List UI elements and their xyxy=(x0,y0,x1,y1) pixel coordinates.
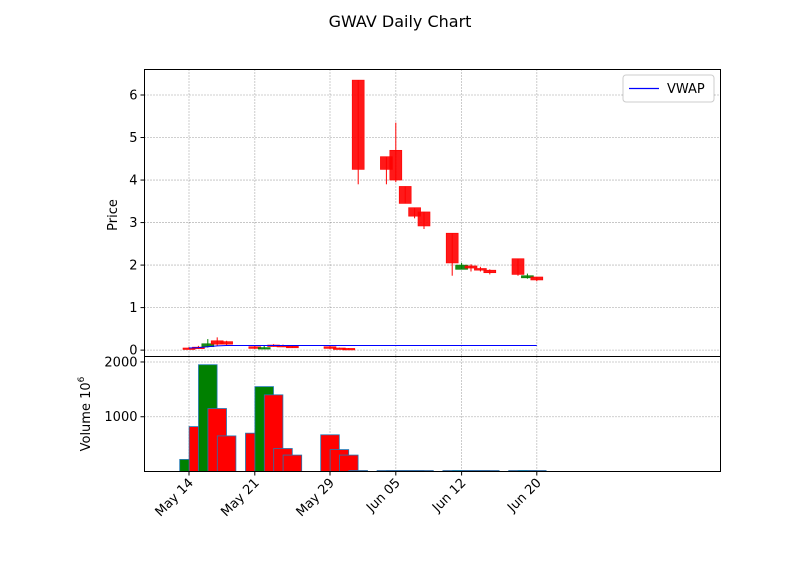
candle xyxy=(464,264,478,272)
candle xyxy=(323,345,337,350)
candle xyxy=(398,186,412,204)
candle-body xyxy=(323,346,337,349)
candle-body xyxy=(464,265,478,269)
candle-body xyxy=(398,186,412,204)
legend-vwap-label: VWAP xyxy=(667,82,705,97)
vwap-polyline xyxy=(188,344,537,349)
x-tick-label: Jun 12 xyxy=(429,476,469,516)
volume-y-ticks: 1000 2000 xyxy=(104,355,145,425)
candle-body xyxy=(286,345,299,349)
volume-bar xyxy=(339,454,359,472)
candle-body xyxy=(257,347,271,350)
volume-y-tick-label: 1000 xyxy=(104,410,137,425)
candle xyxy=(483,269,497,275)
price-y-tick-label: 5 xyxy=(129,131,137,146)
candle xyxy=(530,276,544,282)
candle-body xyxy=(445,232,459,264)
candle-body xyxy=(351,79,365,170)
legend: VWAP xyxy=(622,74,715,103)
price-y-tick-label: 6 xyxy=(129,89,137,104)
candle xyxy=(389,122,403,183)
candle-body xyxy=(417,211,431,227)
candle xyxy=(351,79,365,185)
price-y-tick-label: 1 xyxy=(129,301,137,316)
candle-body xyxy=(342,348,356,351)
candle-body xyxy=(530,276,544,281)
volume-axis-label-base: 10 xyxy=(79,382,94,399)
price-y-tick-label: 4 xyxy=(129,174,137,189)
candle xyxy=(342,347,356,351)
candle-body xyxy=(389,149,403,181)
price-y-tick-label: 0 xyxy=(129,344,137,359)
candle xyxy=(286,345,299,349)
x-tick-label: Jun 05 xyxy=(363,476,403,516)
volume-y-tick-label: 2000 xyxy=(104,355,137,370)
price-y-tick-label: 3 xyxy=(129,216,137,231)
volume-bars xyxy=(179,364,547,472)
candle xyxy=(257,345,271,350)
x-tick-label: May 21 xyxy=(218,476,262,520)
vwap-line xyxy=(188,344,537,349)
candle-body xyxy=(220,341,233,345)
candle-body xyxy=(511,258,525,275)
candle xyxy=(511,258,525,276)
volume-plot-frame xyxy=(144,356,721,472)
price-grid xyxy=(144,69,721,357)
volume-bar xyxy=(282,454,303,472)
candle xyxy=(220,340,233,346)
price-y-tick-label: 2 xyxy=(129,259,137,274)
candle xyxy=(474,266,487,272)
chart-title: GWAV Daily Chart xyxy=(329,12,472,31)
volume-axis-label-exponent: 6 xyxy=(77,376,87,382)
x-tick-label: May 14 xyxy=(153,476,197,520)
x-ticks: May 14 May 21 May 29 Jun 05 Jun 12 Jun 20 xyxy=(153,471,545,520)
candle-body xyxy=(483,269,497,274)
price-y-ticks: 0 1 2 3 4 5 6 xyxy=(129,89,145,359)
volume-axis-label: Volume 106 xyxy=(77,376,94,451)
price-plot-frame xyxy=(144,69,721,357)
x-tick-label: May 29 xyxy=(294,476,338,520)
volume-bar xyxy=(216,435,237,472)
candle xyxy=(445,232,459,276)
candlesticks xyxy=(182,79,544,351)
candle xyxy=(417,211,431,229)
price-axis-label: Price xyxy=(106,199,121,231)
x-tick-label: Jun 20 xyxy=(504,476,544,516)
volume-axis-label-main: Volume xyxy=(79,403,94,451)
legend-box xyxy=(622,74,715,103)
candle-body xyxy=(474,268,487,271)
